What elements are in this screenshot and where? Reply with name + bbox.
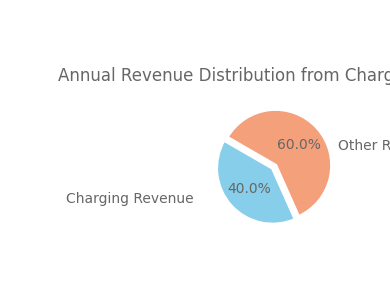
Wedge shape bbox=[227, 109, 332, 217]
Text: 60.0%: 60.0% bbox=[277, 138, 321, 152]
Title: Annual Revenue Distribution from Charging Stations: Annual Revenue Distribution from Chargin… bbox=[58, 67, 390, 85]
Wedge shape bbox=[216, 140, 296, 224]
Text: Other Revenue: Other Revenue bbox=[337, 139, 390, 153]
Text: 40.0%: 40.0% bbox=[228, 182, 271, 196]
Text: Charging Revenue: Charging Revenue bbox=[66, 192, 194, 206]
